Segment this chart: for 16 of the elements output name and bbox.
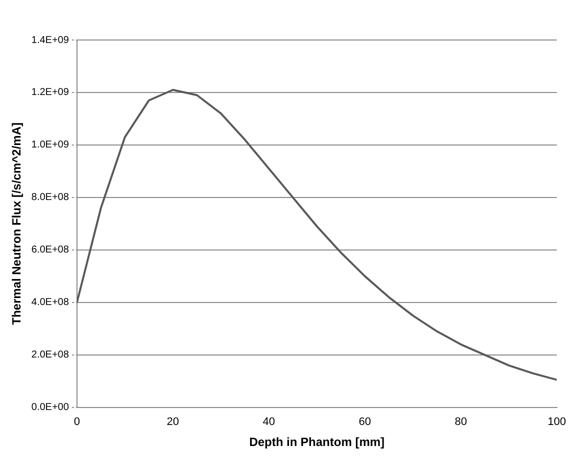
x-tick-label: 0 bbox=[74, 416, 80, 428]
y-tick-label: 1.0E+09 bbox=[31, 140, 70, 151]
y-tick-label: 2.0E+08 bbox=[31, 350, 70, 361]
x-axis-title: Depth in Phantom [mm] bbox=[249, 435, 385, 450]
y-tick-label: 0.0E+00 bbox=[31, 402, 70, 414]
x-tick-label: 20 bbox=[166, 416, 180, 428]
x-tick-label: 60 bbox=[358, 416, 371, 428]
y-axis-title: Thermal Neutron Flux [/s/cm^2/mA] bbox=[10, 122, 24, 325]
y-tick-label: 4.0E+08 bbox=[31, 297, 70, 308]
x-tick-label: 100 bbox=[548, 416, 566, 428]
x-tick-label: 40 bbox=[262, 416, 276, 428]
y-tick-label: 8.0E+08 bbox=[31, 192, 70, 204]
y-tick-label: 6.0E+08 bbox=[31, 244, 70, 256]
y-tick-label: 1.2E+09 bbox=[31, 87, 70, 98]
y-tick-label: 1.4E+09 bbox=[31, 34, 70, 46]
x-tick-label: 80 bbox=[454, 416, 467, 428]
